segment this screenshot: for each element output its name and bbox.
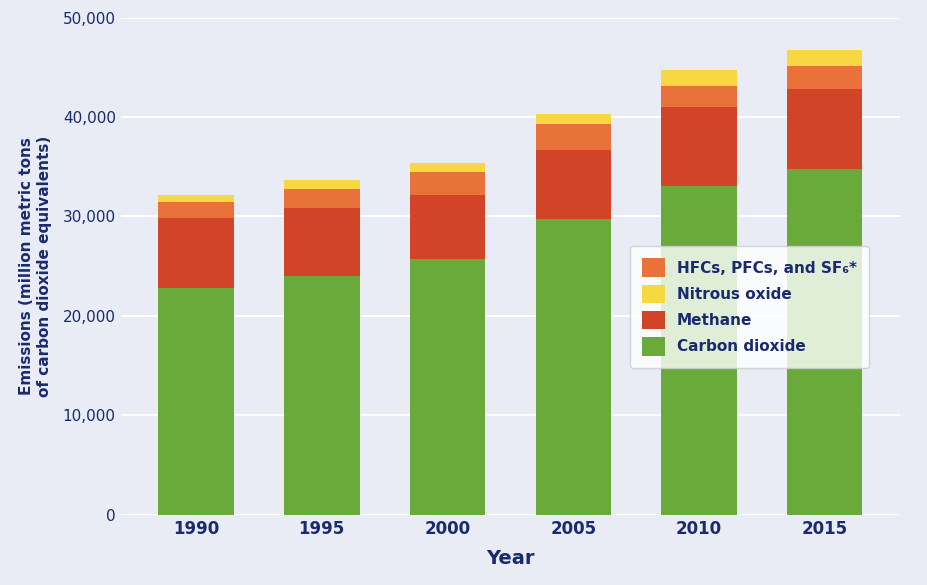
Bar (661, 185, 736, 515)
Bar (786, 168, 861, 515)
Bar (284, 180, 359, 188)
Bar (159, 288, 234, 515)
Bar (535, 150, 610, 219)
Bar (786, 66, 861, 89)
Bar (159, 201, 234, 218)
Bar (786, 50, 861, 66)
Bar (535, 114, 610, 124)
Bar (159, 218, 234, 288)
Bar (410, 163, 485, 172)
Y-axis label: Emissions (million metric tons
of carbon dioxide equivalents): Emissions (million metric tons of carbon… (19, 136, 52, 397)
Bar (159, 195, 234, 201)
Bar (410, 259, 485, 515)
Legend: HFCs, PFCs, and SF₆*, Nitrous oxide, Methane, Carbon dioxide: HFCs, PFCs, and SF₆*, Nitrous oxide, Met… (629, 246, 869, 368)
Bar (661, 86, 736, 107)
Bar (284, 208, 359, 276)
Bar (535, 124, 610, 150)
Bar (284, 188, 359, 208)
Bar (661, 70, 736, 86)
Bar (410, 172, 485, 195)
Bar (410, 195, 485, 259)
X-axis label: Year: Year (486, 549, 534, 568)
Bar (786, 89, 861, 168)
Bar (284, 276, 359, 515)
Bar (661, 107, 736, 185)
Bar (535, 219, 610, 515)
